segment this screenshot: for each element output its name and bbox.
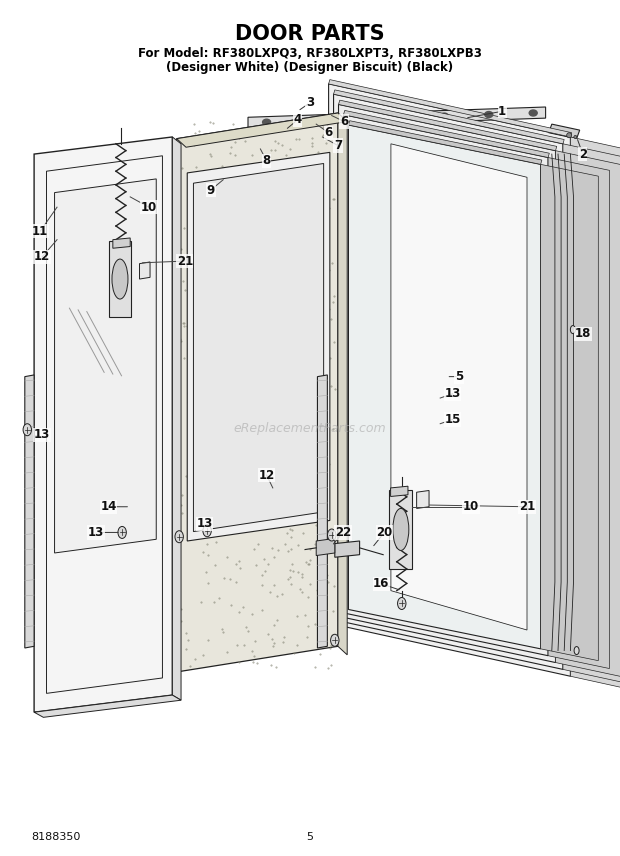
Text: 11: 11 — [32, 224, 48, 238]
Text: For Model: RF380LXPQ3, RF380LXPT3, RF380LXPB3: For Model: RF380LXPQ3, RF380LXPT3, RF380… — [138, 47, 482, 61]
Text: 14: 14 — [100, 500, 117, 514]
Polygon shape — [382, 113, 549, 651]
Polygon shape — [391, 144, 527, 630]
Text: 15: 15 — [445, 413, 461, 426]
Polygon shape — [108, 241, 131, 317]
Text: eReplacementParts.com: eReplacementParts.com — [234, 421, 386, 435]
Text: 6: 6 — [340, 115, 348, 128]
Polygon shape — [334, 90, 564, 144]
Text: 6: 6 — [324, 126, 333, 140]
Ellipse shape — [112, 259, 128, 299]
Polygon shape — [417, 490, 429, 508]
Text: 13: 13 — [197, 517, 213, 531]
Polygon shape — [335, 541, 360, 557]
Polygon shape — [339, 104, 556, 663]
Polygon shape — [140, 262, 150, 279]
Polygon shape — [34, 137, 172, 712]
Polygon shape — [187, 152, 330, 541]
Polygon shape — [378, 103, 557, 657]
Polygon shape — [317, 375, 327, 648]
Text: DOOR PARTS: DOOR PARTS — [235, 24, 385, 45]
Ellipse shape — [529, 110, 537, 116]
Polygon shape — [541, 164, 598, 661]
Polygon shape — [556, 151, 620, 676]
Text: 20: 20 — [376, 526, 392, 539]
Ellipse shape — [574, 135, 577, 139]
Text: 5: 5 — [454, 370, 463, 383]
Polygon shape — [113, 238, 130, 248]
Text: 4: 4 — [293, 113, 302, 127]
Text: 13: 13 — [34, 428, 50, 442]
Ellipse shape — [440, 113, 448, 119]
Text: 22: 22 — [335, 526, 351, 539]
Text: 8188350: 8188350 — [31, 832, 81, 842]
Polygon shape — [389, 490, 412, 569]
Ellipse shape — [118, 526, 126, 538]
Text: 12: 12 — [259, 468, 275, 482]
Ellipse shape — [307, 117, 315, 123]
Text: 9: 9 — [206, 183, 215, 197]
Text: (Designer White) (Designer Biscuit) (Black): (Designer White) (Designer Biscuit) (Bla… — [166, 61, 454, 74]
Ellipse shape — [175, 531, 184, 543]
Ellipse shape — [327, 529, 336, 541]
Polygon shape — [193, 163, 324, 532]
Ellipse shape — [396, 115, 404, 121]
Ellipse shape — [567, 133, 572, 138]
Polygon shape — [329, 80, 572, 137]
Ellipse shape — [393, 508, 409, 550]
Ellipse shape — [485, 111, 493, 117]
Text: 13: 13 — [445, 387, 461, 401]
Polygon shape — [338, 113, 347, 655]
Polygon shape — [348, 121, 542, 164]
Text: 21: 21 — [177, 254, 193, 268]
Ellipse shape — [352, 116, 360, 122]
Text: 10: 10 — [141, 200, 157, 214]
Polygon shape — [384, 123, 542, 644]
Polygon shape — [343, 115, 548, 656]
Polygon shape — [177, 113, 338, 672]
Text: 21: 21 — [519, 500, 535, 514]
Polygon shape — [549, 124, 580, 139]
Ellipse shape — [397, 597, 406, 609]
Polygon shape — [316, 538, 335, 556]
Polygon shape — [334, 94, 563, 669]
Text: 3: 3 — [306, 96, 314, 110]
Ellipse shape — [263, 119, 270, 125]
Text: 5: 5 — [306, 832, 314, 842]
Text: 2: 2 — [578, 147, 587, 161]
Polygon shape — [172, 137, 181, 700]
Polygon shape — [329, 84, 570, 676]
Polygon shape — [391, 486, 408, 496]
Ellipse shape — [203, 525, 211, 537]
Text: 1: 1 — [498, 104, 507, 118]
Polygon shape — [177, 113, 347, 147]
Text: 16: 16 — [373, 577, 389, 591]
Text: 13: 13 — [88, 526, 104, 539]
Polygon shape — [563, 144, 620, 684]
Polygon shape — [55, 179, 156, 553]
Ellipse shape — [574, 646, 579, 655]
Polygon shape — [570, 137, 620, 693]
Text: 18: 18 — [575, 327, 591, 341]
Polygon shape — [548, 158, 609, 669]
Polygon shape — [348, 125, 541, 649]
Text: 10: 10 — [463, 500, 479, 514]
Polygon shape — [25, 375, 34, 648]
Polygon shape — [34, 695, 181, 717]
Ellipse shape — [23, 424, 32, 436]
Polygon shape — [343, 110, 549, 158]
Text: 8: 8 — [262, 154, 271, 168]
Polygon shape — [388, 134, 534, 637]
Text: 12: 12 — [34, 250, 50, 264]
Polygon shape — [248, 107, 546, 128]
Ellipse shape — [570, 325, 575, 334]
Text: 7: 7 — [334, 139, 342, 152]
Polygon shape — [339, 100, 557, 151]
Ellipse shape — [330, 634, 339, 646]
